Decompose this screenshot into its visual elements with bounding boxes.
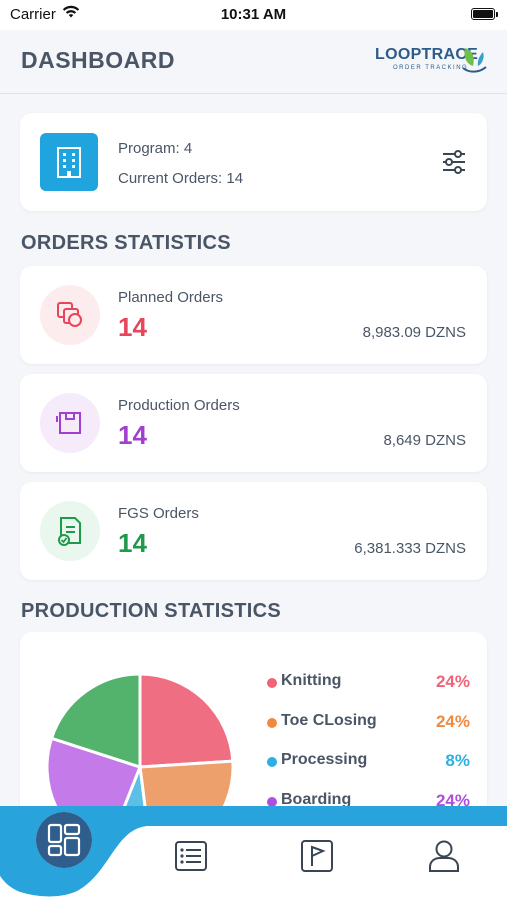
legend-name: Toe CLosing [281, 711, 377, 729]
app-header: DASHBOARD LOOPTRACE ORDER TRACKING [0, 30, 507, 94]
production-orders-icon-badge [40, 393, 100, 453]
clock: 10:31 AM [220, 6, 287, 23]
fgs-orders-card[interactable]: FGS Orders 14 6,381.333 DZNS [20, 482, 487, 580]
orders-statistics-title: ORDERS STATISTICS [21, 232, 231, 254]
current-orders-count: Current Orders: 14 [118, 170, 244, 187]
production-legend: Knitting 24% Toe CLosing 24% Processing … [265, 672, 470, 830]
user-icon [429, 840, 459, 872]
order-list-icon [175, 841, 207, 871]
legend-dot [267, 757, 277, 767]
order-quantity: 6,381.333 DZNS [354, 540, 466, 557]
production-orders-card[interactable]: Production Orders 14 8,649 DZNS [20, 374, 487, 472]
legend-dot [267, 796, 277, 807]
filter-icon[interactable] [441, 149, 467, 175]
bottom-tab-bar [0, 806, 507, 900]
legend-item-toe-closing: Toe CLosing 24% [265, 712, 470, 752]
legend-name: Processing [281, 751, 368, 768]
pie-slice-knitting [138, 672, 235, 769]
box-icon [56, 412, 81, 434]
tab-orders[interactable] [173, 838, 209, 874]
order-label: Production Orders [118, 397, 240, 414]
order-label: Planned Orders [118, 289, 224, 306]
program-count: Program: 4 [118, 140, 193, 157]
layers-icon [57, 302, 82, 327]
looptrace-logo: LOOPTRACE ORDER TRACKING [375, 46, 487, 76]
planned-orders-card[interactable]: Planned Orders 14 8,983.09 DZNS [20, 266, 487, 364]
fgs-orders-icon-badge [40, 501, 100, 561]
building-icon [40, 133, 98, 191]
legend-item-boarding: Boarding 24% [265, 791, 470, 831]
flag-icon [301, 840, 333, 872]
order-count: 14 [118, 420, 147, 450]
legend-percentage: 24% [435, 711, 470, 731]
order-quantity: 8,649 DZNS [383, 432, 466, 449]
tab-profile[interactable] [426, 838, 462, 874]
production-statistics-title: PRODUCTION STATISTICS [21, 600, 282, 622]
legend-item-knitting: Knitting 24% [265, 672, 470, 712]
legend-name: Knitting [281, 672, 342, 689]
page-title: DASHBOARD [21, 47, 175, 73]
logo-text: LOOPTRACE [375, 46, 479, 63]
order-count: 14 [118, 312, 147, 342]
production-statistics-card: Knitting 24% Toe CLosing 24% Processing … [20, 632, 487, 832]
pie-slice-other [49, 672, 142, 770]
planned-orders-icon-badge [40, 285, 100, 345]
wifi-icon [62, 4, 80, 24]
legend-dot [267, 678, 277, 688]
legend-percentage: 24% [435, 672, 470, 691]
status-bar: Carrier 10:31 AM [0, 0, 507, 30]
tab-milestones[interactable] [299, 838, 335, 874]
battery-cap [496, 12, 498, 17]
battery-icon [471, 8, 495, 20]
document-check-icon [58, 517, 81, 546]
tab-dashboard[interactable] [36, 812, 92, 868]
order-quantity: 8,983.09 DZNS [362, 324, 466, 341]
dashboard-icon [47, 823, 81, 857]
order-count: 14 [118, 528, 147, 558]
legend-percentage: 24% [435, 790, 470, 810]
legend-name: Boarding [281, 790, 352, 808]
legend-percentage: 8% [445, 751, 470, 770]
leaf-icon [462, 48, 487, 73]
logo-subtitle: ORDER TRACKING [393, 65, 469, 71]
order-label: FGS Orders [118, 505, 199, 522]
carrier-label: Carrier [10, 6, 56, 23]
summary-card: Program: 4 Current Orders: 14 [20, 113, 487, 211]
legend-item-processing: Processing 8% [265, 751, 470, 791]
legend-dot [267, 717, 277, 728]
